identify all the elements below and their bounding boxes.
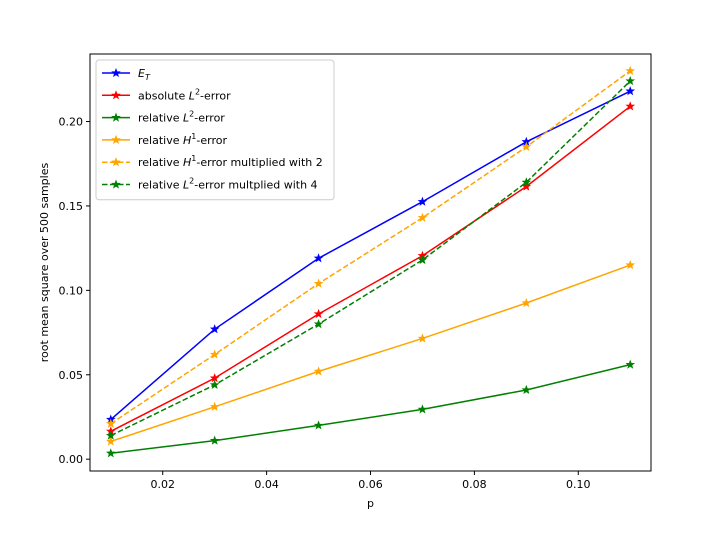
data-point — [625, 101, 636, 111]
legend-marker — [111, 179, 121, 189]
series-4 — [105, 65, 636, 428]
data-point — [313, 366, 324, 376]
data-point — [209, 349, 220, 359]
x-axis-label: p — [367, 497, 374, 510]
data-point — [417, 254, 428, 265]
legend-item: ET — [102, 67, 151, 82]
data-point — [625, 65, 636, 75]
data-point — [417, 196, 428, 206]
data-point — [105, 430, 116, 440]
x-tick-label: 0.08 — [462, 478, 487, 491]
legend-item: relative L2-error multplied with 4 — [102, 177, 318, 192]
data-point — [209, 324, 220, 334]
legend-label: relative H1-error multiplied with 2 — [138, 154, 323, 169]
legend-marker — [111, 90, 121, 100]
legend-label: absolute L2-error — [138, 87, 231, 102]
series-line — [110, 363, 631, 455]
data-point — [105, 448, 116, 458]
data-point — [417, 212, 428, 222]
data-point — [313, 319, 324, 329]
data-point — [209, 435, 220, 445]
legend-label: relative H1-error — [138, 132, 227, 147]
legend-item: absolute L2-error — [102, 87, 231, 102]
legend-label: relative L2-error — [138, 110, 225, 125]
series-3 — [105, 259, 636, 446]
legend-marker — [111, 157, 121, 167]
data-point — [417, 333, 428, 343]
y-tick-label: 0.00 — [59, 453, 84, 466]
x-tick-label: 0.02 — [150, 478, 175, 491]
series-line — [110, 105, 631, 432]
data-point — [313, 278, 324, 288]
legend: ET absolute L2-error relative L2-error rela… — [95, 59, 335, 201]
data-point — [209, 401, 220, 411]
y-tick-label: 0.15 — [59, 200, 84, 213]
plot-lines — [105, 65, 636, 458]
legend-marker — [111, 112, 121, 122]
data-point — [625, 86, 636, 96]
data-point — [521, 177, 532, 187]
data-point — [313, 308, 324, 319]
series-line — [110, 80, 631, 437]
x-axis-ticks: 0.02 0.04 0.06 0.08 0.10 — [150, 471, 591, 491]
data-point — [105, 418, 116, 428]
y-tick-label: 0.10 — [59, 284, 84, 297]
x-tick-label: 0.04 — [254, 478, 279, 491]
data-point — [313, 253, 324, 263]
data-point — [209, 379, 220, 389]
data-point — [105, 436, 116, 446]
data-point — [521, 384, 532, 395]
series-line — [110, 264, 631, 443]
legend-item: relative H1-error — [102, 132, 227, 147]
data-point — [417, 404, 428, 414]
data-point — [521, 297, 532, 308]
data-point — [313, 420, 324, 430]
data-point — [625, 359, 636, 369]
series-line — [110, 70, 631, 425]
legend-box — [95, 59, 335, 201]
legend-label: ET — [138, 67, 151, 82]
series-5 — [105, 75, 636, 440]
legend-marker — [111, 134, 121, 144]
y-axis-label: root mean square over 500 samples — [38, 163, 51, 363]
legend-marker — [111, 67, 121, 78]
y-tick-label: 0.05 — [59, 369, 84, 382]
data-point — [521, 141, 532, 151]
x-tick-label: 0.06 — [358, 478, 383, 491]
legend-label: relative L2-error multplied with 4 — [138, 177, 318, 192]
series-2 — [105, 359, 636, 458]
legend-item: relative H1-error multiplied with 2 — [102, 154, 323, 169]
y-tick-label: 0.20 — [59, 116, 84, 129]
x-tick-label: 0.10 — [566, 478, 591, 491]
data-point — [625, 259, 636, 270]
data-point — [625, 75, 636, 86]
y-axis-ticks: 0.00 0.05 0.10 0.15 0.20 — [59, 116, 90, 466]
legend-item: relative L2-error — [102, 110, 225, 125]
